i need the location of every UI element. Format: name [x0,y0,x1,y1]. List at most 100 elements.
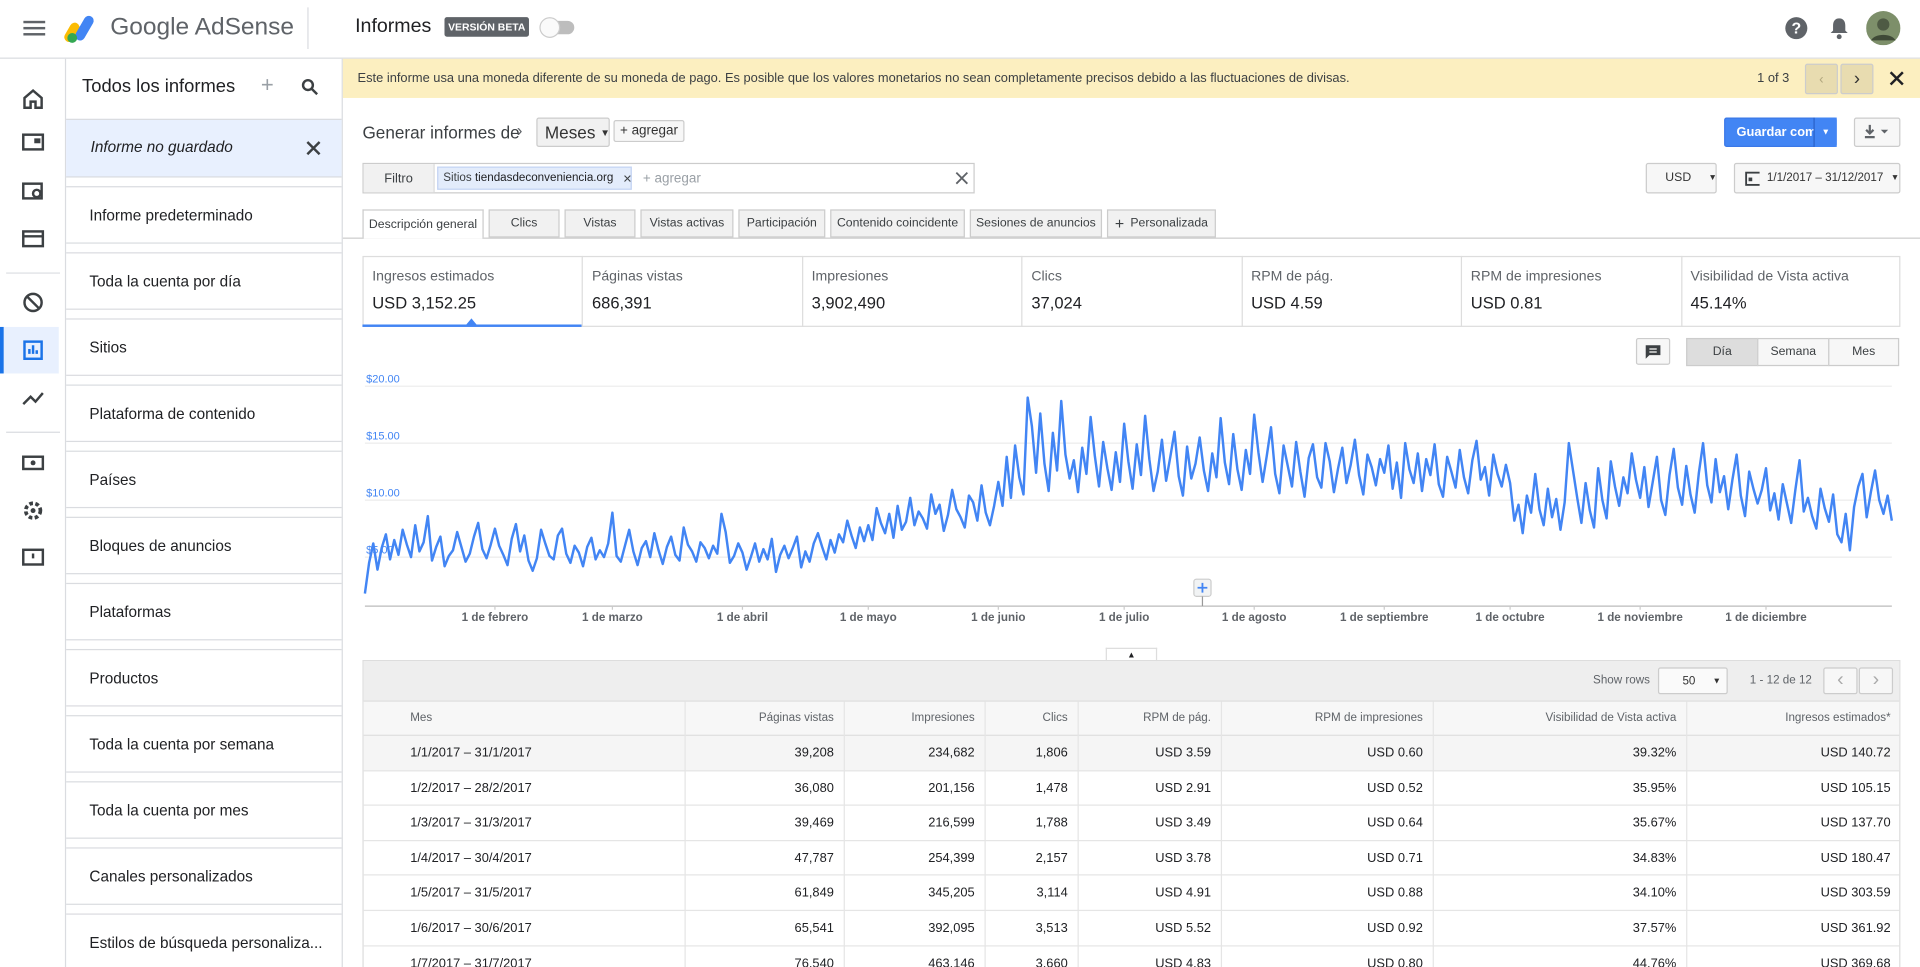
avatar[interactable] [1866,11,1901,46]
tab[interactable]: Clics [488,209,560,238]
beta-toggle[interactable] [536,15,578,39]
tab[interactable]: Participación [738,209,826,238]
sidebar-item[interactable]: Plataformas [66,582,342,641]
metric-card[interactable] [801,255,1022,327]
tab[interactable]: Sesiones de anuncios [969,209,1103,238]
add-report-icon[interactable]: + [260,72,274,97]
annotation-button[interactable] [1635,337,1671,365]
x-tick-label: 1 de febrero [462,611,529,624]
metric-card[interactable] [1680,255,1901,327]
current-report[interactable] [66,118,342,178]
sidebar-item[interactable]: Canales personalizados [66,847,342,905]
sidebar-item[interactable]: Productos [66,648,342,707]
filter-add[interactable]: + agregar [642,171,701,187]
metric-value: 45.14% [1690,293,1747,313]
metric-card[interactable] [582,255,802,327]
sidebar-item[interactable]: Plataforma de contenido [66,384,342,443]
metric-card[interactable] [1241,255,1461,327]
annotation-marker[interactable] [1193,578,1213,607]
column-header[interactable]: RPM de pág. [1143,711,1212,725]
column-header[interactable]: Clics [1042,711,1068,725]
metric-label: Ingresos estimados [372,269,495,285]
column-header[interactable]: Ingresos estimados* [1785,711,1891,725]
tab-label: Personalizada [1130,216,1208,231]
column-header[interactable]: Páginas vistas [758,711,834,725]
sidebar-item[interactable]: Informe predeterminado [66,186,342,244]
download-button[interactable] [1853,117,1901,147]
top-bar [0,0,1920,59]
table-row[interactable] [363,876,1900,912]
banner-next[interactable]: › [1840,63,1874,95]
table-next[interactable]: › [1858,667,1894,695]
metric-value: USD 0.81 [1470,293,1543,313]
metric-card[interactable] [362,256,583,327]
x-tick-label: 1 de septiembre [1340,611,1429,624]
rows-select[interactable]: 50 ▼ [1657,667,1728,695]
filter-chip[interactable]: Sitios tiendasdeconveniencia.org × [437,166,632,190]
column-header[interactable]: RPM de impresiones [1314,711,1423,725]
table-cell: USD 137.70 [1820,815,1891,831]
table-prev[interactable]: ‹ [1823,667,1858,695]
table-cell: 3,114 [1036,885,1068,901]
dimension-select[interactable]: Meses ▼ [536,117,610,147]
sidebar-item[interactable]: Toda la cuenta por semana [66,715,342,773]
search-icon[interactable] [301,78,319,96]
collapse-chart[interactable]: ▲ [1105,647,1158,662]
metric-label: Páginas vistas [591,269,683,285]
sidebar-item[interactable]: Toda la cuenta por día [66,252,342,310]
table-cell: 1/4/2017 – 30/4/2017 [410,850,532,866]
menu-icon[interactable] [23,17,46,39]
metric-card[interactable] [1460,255,1681,327]
table-cell: USD 3.49 [1155,815,1212,831]
column-divider [1077,701,1079,967]
chip-value: tiendasdeconveniencia.org [474,171,614,185]
table-row[interactable] [363,841,1900,876]
metric-card[interactable] [1021,255,1242,327]
tab[interactable]: Contenido coincidente [830,209,965,238]
date-range-select[interactable]: 1/1/2017 – 31/12/2017 ▼ [1733,162,1901,194]
filter-label: Filtro [363,164,435,193]
granularity-button[interactable]: Semana [1757,337,1830,367]
column-header[interactable]: Mes [410,711,433,725]
help-icon[interactable]: ? [1784,16,1808,40]
sidebar-item[interactable]: Bloques de anuncios [66,516,342,575]
save-as-menu[interactable]: ▼ [1813,117,1837,147]
notifications-icon[interactable] [1828,16,1850,40]
table-cell: 47,787 [794,850,834,866]
granularity-button[interactable]: Día [1686,337,1759,367]
table-cell: USD 0.71 [1367,850,1423,866]
close-report-icon[interactable] [305,140,322,157]
chip-key: Sitios [443,171,472,185]
chip-remove[interactable]: × [623,169,632,187]
table-cell: 234,682 [928,745,975,761]
table-row[interactable] [363,911,1900,947]
tab[interactable]: + Personalizada [1106,209,1216,238]
x-tick-label: 1 de octubre [1476,611,1546,624]
banner-prev[interactable]: ‹ [1804,63,1838,95]
filter-clear[interactable] [955,171,968,185]
table-row[interactable] [363,735,1900,771]
sidebar-item[interactable]: Países [66,450,342,509]
table-row[interactable] [363,771,1900,806]
column-header[interactable]: Visibilidad de Vista activa [1545,711,1677,725]
table-row[interactable] [363,806,1900,841]
sidebar-item[interactable]: Estilos de búsqueda personaliza... [66,913,342,967]
sidebar-item[interactable]: Sitios [66,318,342,376]
table-cell: 34.83% [1632,850,1677,866]
tab[interactable]: Vistas [564,209,636,238]
divider [307,7,309,49]
tab[interactable]: Descripción general [362,209,484,239]
add-dimension[interactable]: + agregar [613,120,685,143]
x-tick-label: 1 de diciembre [1725,611,1807,624]
tab[interactable]: Vistas activas [640,209,734,238]
column-header[interactable]: Impresiones [911,711,975,725]
table-cell: USD 2.91 [1155,780,1212,796]
table-cell: USD 3.59 [1155,745,1212,761]
banner-close[interactable] [1889,71,1904,86]
currency-select[interactable]: USD ▼ [1645,162,1717,194]
granularity-button[interactable]: Mes [1828,337,1900,367]
x-tick-label: 1 de agosto [1222,611,1287,624]
banner-text: Este informe usa una moneda diferente de… [357,71,1350,86]
sidebar-item[interactable]: Toda la cuenta por mes [66,781,342,839]
